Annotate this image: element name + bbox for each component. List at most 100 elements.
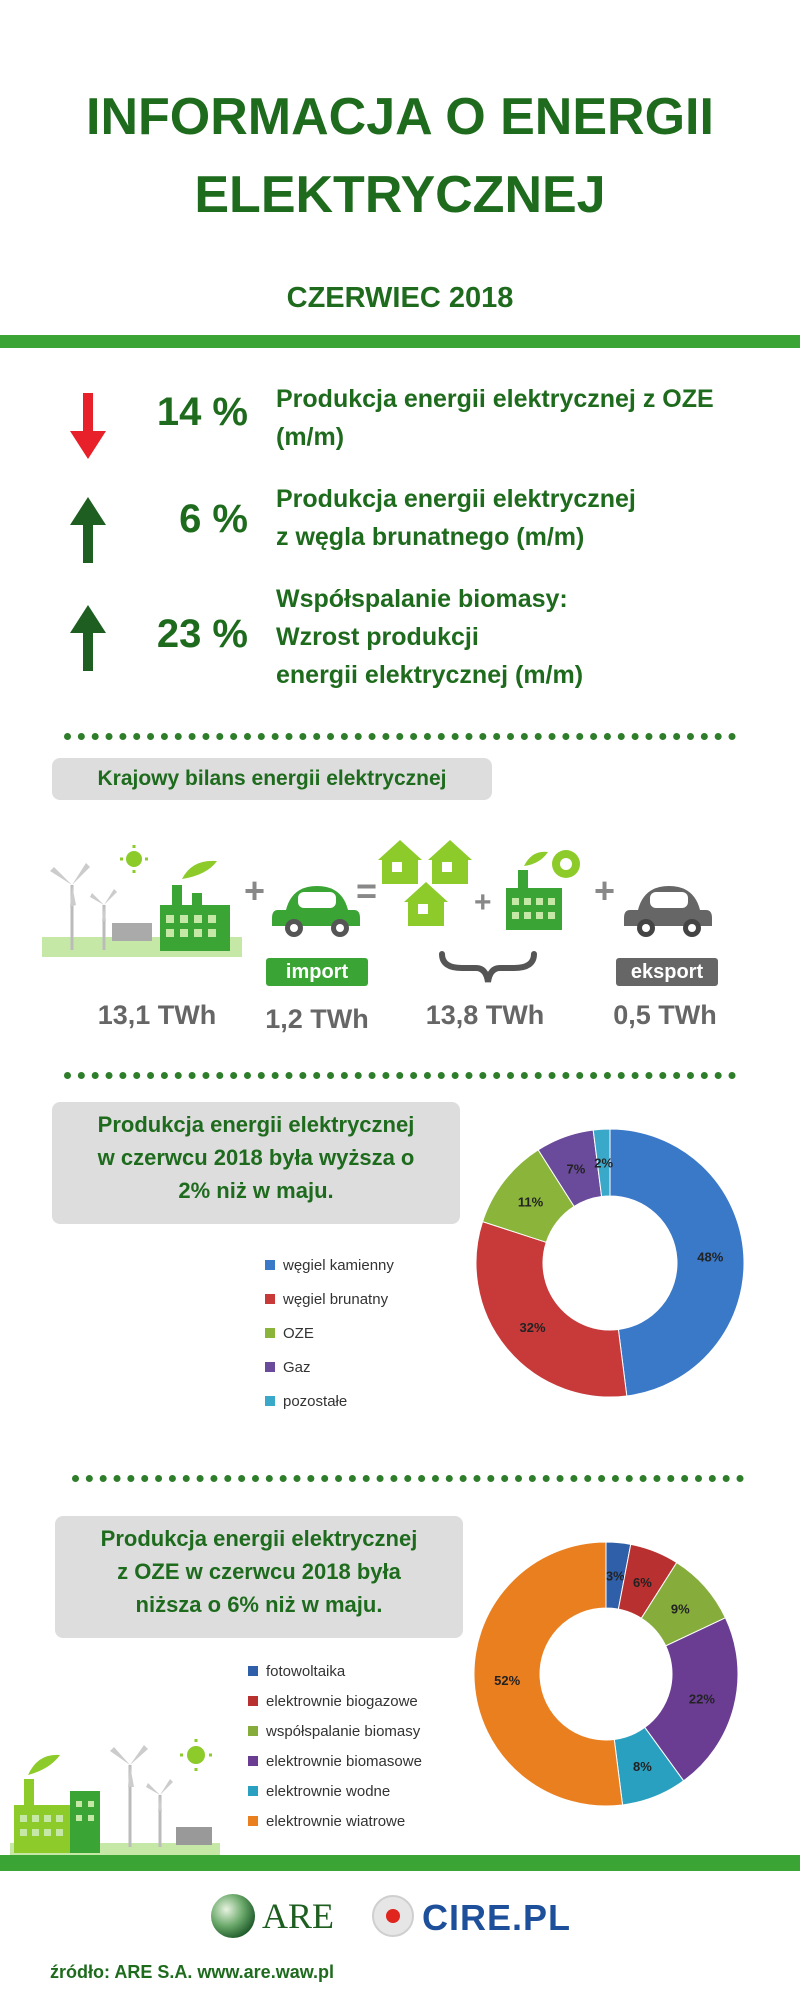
renewable-plant-icon	[42, 845, 242, 962]
top-divider-bar	[0, 335, 800, 348]
legend-label: węgiel brunatny	[283, 1291, 389, 1308]
arrow-up-icon	[68, 605, 108, 676]
import-tag: import	[266, 958, 368, 986]
legend-item-gaz: Gaz	[265, 1357, 394, 1379]
slice-label-fotowoltaika: 3%	[606, 1568, 625, 1583]
equals-sign: =	[356, 870, 378, 911]
car-export-icon	[624, 880, 714, 945]
legend-item-wspolspalanie-biomasy: współspalanie biomasy	[248, 1721, 422, 1743]
legend-swatch	[265, 1260, 275, 1270]
slice-elektrownie-biomasowe	[644, 1617, 739, 1782]
renewable-plant-icon	[10, 1735, 220, 1865]
legend-item-pozostale: pozostałe	[265, 1391, 394, 1413]
stat-line: Produkcja energii elektrycznej	[276, 485, 636, 513]
balance-heading: Krajowy bilans energii elektrycznej	[52, 758, 492, 800]
legend-item-oze: OZE	[265, 1323, 394, 1345]
arrow-up-icon	[68, 497, 108, 568]
consumption-icon: +	[378, 840, 588, 945]
donut-chart-oze: 3% 6% 9% 22% 8% 52%	[473, 1541, 739, 1807]
balance-value-export: 0,5 TWh	[613, 1000, 717, 1030]
legend-label: pozostałe	[283, 1393, 348, 1410]
note-line: niższa o 6% niż w maju.	[135, 1592, 383, 1617]
balance-value-production: 13,1 TWh	[97, 1000, 217, 1030]
stat-line: Współspalanie biomasy:	[276, 585, 568, 613]
legend-swatch	[248, 1726, 258, 1736]
stat-text-lignite: Produkcja energii elektrycznej z węgla b…	[276, 480, 746, 556]
legend-swatch	[248, 1816, 258, 1826]
stat-line: energii elektrycznej (m/m)	[276, 661, 584, 689]
cire-logo[interactable]: CIRE.PL	[370, 1893, 650, 1939]
arrow-down-icon	[68, 393, 108, 464]
slice-wegiel-kamienny	[609, 1128, 745, 1397]
slice-wegiel-brunatny	[475, 1220, 628, 1398]
slice-label-wspolspalanie-biomasy: 9%	[671, 1602, 690, 1617]
note-line: 2% niż w maju.	[178, 1178, 334, 1203]
cire-emblem-icon	[372, 1895, 414, 1937]
title-line-1: INFORMACJA O ENERGII	[86, 88, 714, 146]
are-globe-icon	[211, 1894, 255, 1938]
legend-label: elektrownie biomasowe	[266, 1753, 422, 1770]
legend-swatch	[265, 1294, 275, 1304]
slice-label-elektrownie-wiatrowe: 52%	[494, 1673, 520, 1688]
dotted-divider	[72, 1475, 744, 1482]
bottom-divider-bar	[0, 1855, 800, 1871]
source-note: źródło: ARE S.A. www.are.waw.pl	[50, 1962, 335, 1982]
production-note-box: Produkcja energii elektrycznej w czerwcu…	[52, 1102, 460, 1224]
stat-text-biomass: Współspalanie biomasy: Wzrost produkcji …	[276, 580, 746, 694]
legend-label: fotowoltaika	[266, 1663, 346, 1680]
stat-value-lignite: 6 %	[179, 497, 248, 541]
balance-value-consumption: 13,8 TWh	[425, 1000, 545, 1030]
legend-label: węgiel kamienny	[283, 1257, 394, 1274]
legend-swatch	[265, 1362, 275, 1372]
legend-label: OZE	[283, 1325, 314, 1342]
page-subtitle: CZERWIEC 2018	[286, 282, 514, 314]
page-title: INFORMACJA O ENERGII ELEKTRYCZNEJ	[0, 78, 800, 234]
are-logo[interactable]: ARE	[210, 1893, 350, 1939]
car-import-icon	[272, 880, 362, 945]
legend-swatch	[248, 1786, 258, 1796]
plus-sign: +	[244, 870, 266, 911]
slice-label-wegiel-brunatny: 32%	[520, 1320, 546, 1335]
oze-note-box: Produkcja energii elektrycznej z OZE w c…	[55, 1516, 463, 1638]
stat-line: z węgla brunatnego (m/m)	[276, 523, 585, 551]
legend-label: Gaz	[283, 1359, 311, 1376]
slice-label-elektrownie-biogazowe: 6%	[633, 1575, 652, 1590]
dotted-divider	[64, 733, 736, 740]
legend-swatch	[248, 1696, 258, 1706]
slice-label-elektrownie-wodne: 8%	[633, 1759, 652, 1774]
curly-brace-icon	[438, 950, 538, 995]
slice-label-oze: 11%	[518, 1194, 544, 1209]
note-line: Produkcja energii elektrycznej	[100, 1526, 418, 1551]
plus-sign: +	[594, 870, 616, 911]
stat-value-oze: 14 %	[156, 390, 248, 434]
legend-item-fotowoltaika: fotowoltaika	[248, 1661, 422, 1683]
legend-label: elektrownie wodne	[266, 1783, 391, 1800]
note-line: Produkcja energii elektrycznej	[97, 1112, 415, 1137]
export-tag: eksport	[616, 958, 718, 986]
svg-text:+: +	[474, 886, 492, 919]
dotted-divider	[64, 1072, 736, 1079]
slice-label-gaz: 7%	[567, 1161, 586, 1176]
legend-swatch	[248, 1756, 258, 1766]
cire-logo-text: CIRE.PL	[422, 1897, 572, 1938]
legend-item-elektrownie-wodne: elektrownie wodne	[248, 1781, 422, 1803]
legend-item-elektrownie-biogazowe: elektrownie biogazowe	[248, 1691, 422, 1713]
legend-swatch	[265, 1328, 275, 1338]
stat-value-biomass: 23 %	[156, 612, 248, 656]
legend-item-elektrownie-wiatrowe: elektrownie wiatrowe	[248, 1811, 422, 1833]
legend-swatch	[265, 1396, 275, 1406]
legend-item-wegiel-kamienny: węgiel kamienny	[265, 1255, 394, 1277]
are-logo-text: ARE	[262, 1896, 334, 1936]
note-line: w czerwcu 2018 była wyższa o	[97, 1145, 415, 1170]
stat-line: Wzrost produkcji	[276, 623, 479, 651]
legend-label: elektrownie biogazowe	[266, 1693, 418, 1710]
slice-pozostale	[592, 1128, 611, 1198]
legend-swatch	[248, 1666, 258, 1676]
chart-legend-production: węgiel kamienny węgiel brunatny OZE Gaz pozo…	[265, 1255, 394, 1425]
legend-item-elektrownie-biomasowe: elektrownie biomasowe	[248, 1751, 422, 1773]
title-line-2: ELEKTRYCZNEJ	[194, 166, 606, 224]
stat-text-oze: Produkcja energii elektrycznej z OZE (m/…	[276, 380, 746, 456]
slice-label-elektrownie-biomasowe: 22%	[689, 1692, 715, 1707]
legend-label: współspalanie biomasy	[266, 1723, 421, 1740]
chart-legend-oze: fotowoltaika elektrownie biogazowe współsp…	[248, 1661, 422, 1841]
